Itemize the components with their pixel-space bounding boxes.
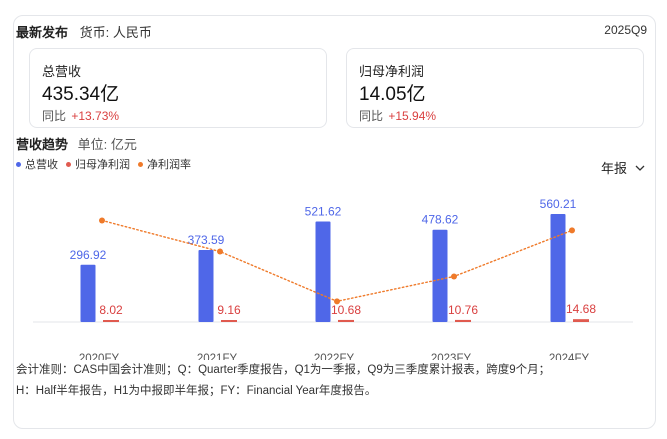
yoy-label: 同比 (359, 109, 384, 123)
revenue-trend-chart: 296.92 8.02 2020FY 373.59 9.16 2021FY 521.62 10… (33, 197, 633, 360)
legend-item-margin[interactable]: 净利润率 (138, 156, 191, 172)
x-tick-label: 2023FY (431, 353, 472, 360)
release-header: 最新发布 货币: 人民币 (16, 22, 152, 41)
release-period: 2025Q9 (604, 23, 647, 37)
net-profit-bar (573, 319, 589, 322)
chart-legend: 总营收 归母净利润 净利润率 (16, 156, 191, 172)
net-profit-data-label: 8.02 (99, 303, 123, 317)
net-profit-bar (221, 320, 237, 322)
legend-dot-icon (66, 161, 71, 167)
trend-title: 营收趋势 (16, 137, 69, 152)
net-profit-bar (103, 320, 119, 322)
margin-point (99, 217, 105, 224)
legend-item-net-profit[interactable]: 归母净利润 (66, 156, 130, 172)
net-profit-data-label: 9.16 (217, 303, 241, 317)
period-selector[interactable]: 年报 (601, 158, 645, 177)
yoy-change: +13.73% (71, 109, 120, 123)
x-tick-label: 2024FY (549, 353, 590, 360)
revenue-bar (432, 229, 448, 322)
margin-point (569, 227, 575, 234)
revenue-bar (550, 214, 566, 322)
revenue-bar (315, 221, 331, 322)
revenue-data-label: 373.59 (188, 233, 225, 247)
margin-point (334, 298, 340, 305)
yoy-label: 同比 (42, 109, 67, 123)
legend-label: 总营收 (25, 159, 58, 171)
revenue-data-label: 296.92 (70, 248, 107, 262)
margin-point (217, 248, 223, 255)
legend-dot-icon (138, 161, 143, 167)
net-profit-data-label: 10.76 (448, 303, 478, 317)
trend-header: 营收趋势 单位: 亿元 (16, 134, 137, 153)
net-profit-data-label: 10.68 (331, 303, 361, 317)
metric-value: 435.34亿 (42, 84, 120, 105)
margin-line (101, 219, 573, 303)
yoy-change: +15.94% (388, 109, 437, 123)
revenue-bar (80, 264, 96, 322)
x-tick-label: 2020FY (79, 353, 120, 360)
net-profit-bar (455, 319, 471, 322)
metric-yoy: 同比 +13.73% (42, 107, 119, 124)
metric-yoy: 同比 +15.94% (359, 107, 436, 124)
legend-label: 净利润率 (147, 159, 191, 171)
currency-label: 货币: 人民币 (79, 25, 152, 40)
revenue-data-label: 478.62 (422, 213, 459, 227)
metric-value: 14.05亿 (359, 84, 426, 105)
legend-label: 归母净利润 (75, 159, 130, 171)
legend-item-revenue[interactable]: 总营收 (16, 156, 58, 172)
metric-label: 总营收 (42, 64, 82, 79)
revenue-data-label: 521.62 (305, 204, 342, 218)
metric-card-net-profit[interactable]: 归母净利润 14.05亿 同比 +15.94% (346, 48, 644, 128)
trend-unit: 单位: 亿元 (77, 137, 137, 152)
legend-dot-icon (16, 161, 21, 167)
metric-label: 归母净利润 (359, 64, 425, 79)
footnote: 会计准则：CAS中国会计准则；Q：Quarter季度报告，Q1为一季报，Q9为三… (16, 360, 636, 402)
revenue-bar (198, 249, 214, 322)
metric-card-revenue[interactable]: 总营收 435.34亿 同比 +13.73% (29, 48, 327, 128)
x-tick-label: 2021FY (197, 353, 238, 360)
footnote-line: 会计准则：CAS中国会计准则；Q：Quarter季度报告，Q1为一季报，Q9为三… (16, 364, 551, 376)
net-profit-bar (338, 319, 354, 322)
x-tick-label: 2022FY (314, 353, 355, 360)
revenue-data-label: 560.21 (540, 197, 577, 211)
period-selector-label: 年报 (600, 161, 627, 176)
net-profit-data-label: 14.68 (566, 302, 596, 316)
chevron-down-icon (635, 165, 645, 171)
margin-point (451, 273, 457, 280)
footnote-line: H：Half半年报告，H1为中报即半年报；FY：Financial Year年度… (16, 385, 377, 397)
release-title: 最新发布 (16, 25, 69, 40)
